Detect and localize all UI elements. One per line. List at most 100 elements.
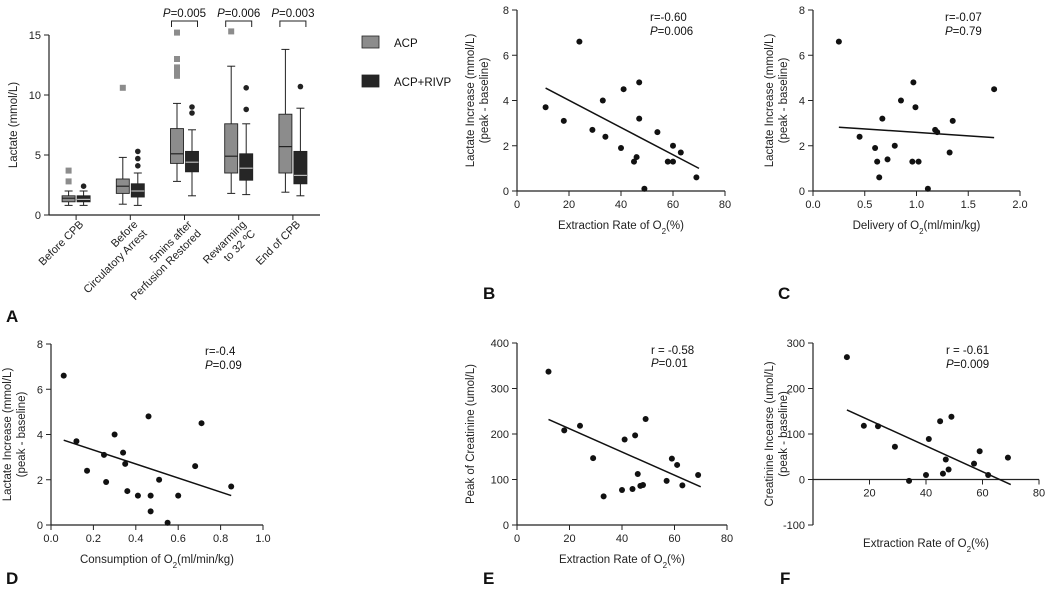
y-tick-label: 200 [491,429,509,441]
y-tick-label: 100 [787,429,805,441]
data-point [619,486,625,493]
outlier-point [243,106,249,113]
outlier-point [243,85,249,91]
x-tick-label: 1.0 [909,199,924,211]
legend: ACP ACP+RIVP [361,35,452,89]
y-tick-label: 0 [37,520,43,532]
x-tick-label: 20 [563,533,575,545]
y-tick-label: 300 [787,338,805,350]
correlation-r-label: r = -0.61 [946,345,989,357]
y-axis-label: Creatinine Incearse (umol/L) [764,361,776,506]
outlier-point [174,68,180,74]
correlation-r-label: r = -0.58 [651,345,694,357]
panel-letter-f: F [780,569,790,588]
data-point [856,133,863,140]
p-value-label: P=0.009 [946,359,989,371]
data-point [636,79,643,86]
y-tick-label: 0 [799,475,805,487]
data-point [600,493,607,500]
data-point [147,508,154,515]
data-point [545,368,552,375]
data-point [945,466,952,473]
y-tick-label: 8 [37,339,43,351]
data-point [910,79,917,86]
significance-bracket [225,20,253,27]
data-point [891,142,898,149]
y-tick-label: 5 [35,150,41,162]
outlier-point [174,56,180,62]
p-value-label: P=0.09 [205,360,242,372]
y-tick-label: 0 [35,210,41,222]
x-tick-label: 0 [514,533,520,545]
data-point [590,455,597,462]
panel-letter-a: A [6,307,18,326]
y-tick-label: 8 [799,5,805,17]
data-point [874,158,881,165]
outlier-point [174,64,180,71]
data-point [891,443,898,450]
data-point [664,158,671,165]
y-axis-label: Lactate Increase (mmol/L) [465,34,477,168]
data-point [147,492,154,499]
legend-swatch-acp [361,35,380,49]
x-tick-label: Rewarmingto 32 ºC [201,219,258,276]
data-point [879,115,886,122]
data-point [693,174,700,181]
data-point [175,492,182,499]
data-point [679,482,686,489]
y-tick-label: 0 [503,520,509,532]
significance-bracket [171,20,198,27]
data-point [946,149,953,156]
data-point [835,38,842,45]
x-tick-label: 1.0 [255,533,270,545]
data-point [164,519,171,526]
p-value-label: P=0.01 [651,358,688,370]
x-tick-label: Before CPB [37,219,87,269]
x-tick-label: End of CPB [254,219,303,268]
data-point [924,185,931,192]
y-axis-label: (peak - baseline) [778,391,790,477]
panel-letter-d: D [6,569,18,588]
data-point [641,185,648,192]
x-tick-label: 60 [668,533,680,545]
data-point [145,413,152,420]
x-tick-label: 0.6 [171,533,186,545]
x-tick-label: 0.5 [857,199,872,211]
y-tick-label: 6 [503,50,509,62]
x-tick-label: 2.0 [1012,199,1027,211]
data-point [949,117,956,124]
correlation-r-label: r=-0.07 [945,12,982,24]
outlier-point [119,84,126,91]
legend-label-acp-rivp: ACP+RIVP [394,77,452,89]
regression-line [545,87,700,170]
y-tick-label: 15 [29,30,41,42]
data-point [120,449,127,456]
x-tick-label: 20 [563,199,575,211]
p-value-label: P=0.79 [945,26,982,38]
y-axis-label: Peak of Creatinine (umol/L) [465,364,477,504]
y-tick-label: -100 [783,520,805,532]
x-tick-label: 0.0 [43,533,58,545]
data-point [192,463,199,470]
regression-line [63,439,232,497]
data-point [636,115,643,122]
data-point [971,460,978,467]
outlier-point [135,148,141,155]
data-point [985,471,992,478]
data-point [654,129,661,136]
y-tick-label: 400 [491,338,509,350]
panel-letter-b: B [483,284,495,303]
x-tick-label: 40 [615,199,627,211]
data-point [634,471,641,478]
x-tick-label: 0.4 [128,533,143,545]
panel-letter-c: C [778,284,790,303]
data-point [934,129,941,136]
y-tick-label: 300 [491,384,509,396]
data-point [602,133,609,140]
data-point [122,460,129,467]
data-point [912,104,919,111]
outlier-point [65,178,72,185]
outlier-point [80,183,87,189]
